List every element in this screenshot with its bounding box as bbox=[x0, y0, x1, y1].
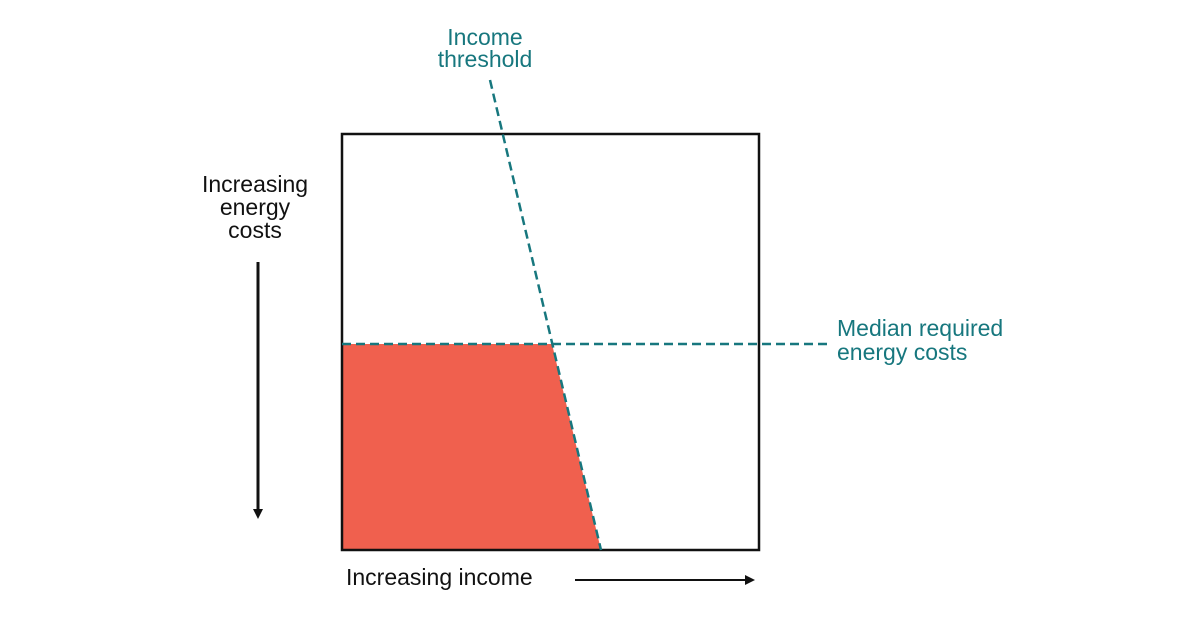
threshold-label: Income bbox=[447, 24, 522, 50]
energy-axis-label: Increasing bbox=[202, 171, 308, 197]
income-axis-label: Increasing income bbox=[346, 564, 533, 590]
median-label: Median required bbox=[837, 315, 1003, 341]
shaded-region bbox=[343, 344, 601, 550]
median-label: energy costs bbox=[837, 339, 967, 365]
energy-axis-label: energy bbox=[220, 194, 291, 220]
threshold-label: threshold bbox=[438, 46, 533, 72]
threshold-line bbox=[488, 79, 603, 551]
energy-axis-label: costs bbox=[228, 217, 282, 243]
frame bbox=[340, 132, 761, 552]
